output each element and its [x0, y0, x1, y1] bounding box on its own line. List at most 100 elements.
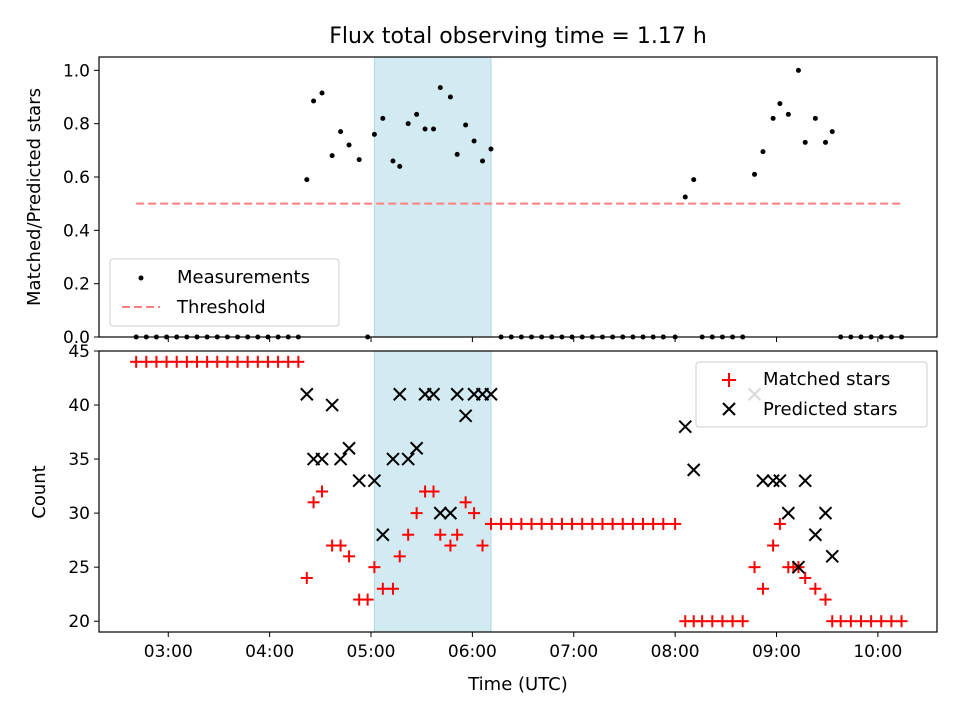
matched-star-point — [292, 355, 305, 368]
measurement-point — [311, 98, 317, 104]
legend-marker-measurements — [138, 275, 144, 281]
predicted-star-point — [443, 506, 458, 520]
matched-star-point — [616, 517, 629, 530]
x-tick: 08:00 — [651, 632, 700, 662]
measurement-point — [682, 194, 688, 200]
predicted-star-point — [458, 409, 473, 423]
measurement-point — [319, 90, 325, 96]
matched-star-point — [201, 355, 214, 368]
measurement-point — [338, 129, 344, 135]
y-tick-label: 0.2 — [63, 275, 90, 295]
y-tick: 35 — [68, 450, 99, 470]
x-tick-label: 08:00 — [651, 642, 700, 662]
predicted-star-point — [386, 452, 400, 466]
matched-star-point — [736, 615, 749, 628]
y-tick: 1.0 — [63, 61, 99, 81]
legend-marker-matched — [722, 373, 736, 387]
legend-label-threshold: Threshold — [176, 297, 266, 318]
matched-star-point — [261, 355, 274, 368]
matched-star-point — [376, 582, 389, 595]
matched-star-point — [241, 355, 254, 368]
matched-star-point — [885, 615, 898, 628]
predicted-star-point — [773, 473, 787, 488]
x-tick-label: 09:00 — [752, 642, 801, 662]
matched-star-point — [190, 355, 203, 368]
measurement-point — [829, 129, 835, 135]
matched-star-point — [834, 615, 847, 628]
matched-star-point — [231, 355, 244, 368]
measurement-point — [770, 115, 776, 121]
y-tick: 0.8 — [63, 115, 99, 135]
predicted-star-point — [808, 528, 823, 542]
y-tick: 0.4 — [63, 221, 99, 241]
y-tick: 0.0 — [63, 328, 99, 348]
matched-star-point — [669, 517, 682, 530]
measurement-point — [812, 115, 818, 121]
matched-star-point — [150, 355, 163, 368]
matched-star-point — [211, 355, 224, 368]
matched-star-point — [726, 615, 739, 628]
predicted-star-point — [791, 560, 806, 574]
matched-star-point — [626, 517, 639, 530]
measurement-point — [447, 94, 453, 100]
x-tick: 10:00 — [853, 632, 902, 662]
y-tick: 0.2 — [63, 275, 99, 295]
x-tick: 07:00 — [549, 632, 598, 662]
matched-star-point — [809, 582, 822, 595]
matched-star-point — [368, 561, 381, 574]
measurement-point — [356, 157, 362, 163]
measurement-point — [397, 163, 403, 169]
bottom-y-ticks: 20 25 30 35 40 45 — [68, 342, 99, 632]
measurement-point — [390, 158, 396, 164]
y-tick-label: 0.6 — [63, 168, 90, 188]
measurement-point — [752, 171, 758, 177]
y-tick-label: 45 — [68, 342, 90, 362]
predicted-star-point — [376, 528, 390, 542]
predicted-star-point — [484, 387, 498, 401]
matched-star-point — [221, 355, 234, 368]
matched-star-point — [402, 528, 415, 541]
legend-marker-predicted — [722, 402, 736, 416]
x-tick: 04:00 — [245, 632, 294, 662]
predicted-star-point — [352, 473, 366, 488]
predicted-star-point — [798, 473, 812, 488]
matched-star-point — [865, 615, 878, 628]
matched-star-point — [819, 593, 832, 606]
matched-star-point — [459, 496, 472, 509]
matched-star-point — [386, 582, 399, 595]
measurement-point — [380, 115, 386, 121]
predicted-star-point — [325, 398, 339, 412]
matched-star-point — [647, 517, 660, 530]
bottom-panel: 20 25 30 35 40 45 03:00 04:00 05:00 06:00 07:00 08… — [29, 342, 938, 695]
measurement-point — [405, 121, 411, 127]
matched-star-point — [596, 517, 609, 530]
predicted-star-point — [825, 549, 839, 564]
y-tick-label: 30 — [68, 504, 90, 524]
matched-star-point — [555, 517, 568, 530]
matched-star-point — [170, 355, 183, 368]
matched-star-point — [476, 539, 489, 552]
measurement-point — [346, 142, 352, 148]
bottom-axes-frame — [98, 350, 938, 633]
y-tick: 25 — [68, 558, 99, 578]
measurement-point — [822, 139, 828, 145]
predicted-star-point — [393, 387, 407, 401]
matched-star-point — [716, 615, 729, 628]
matched-star-point — [410, 507, 423, 520]
top-panel: 0.0 0.2 0.4 0.6 0.8 1.0 Matched/Predicted sta… — [24, 56, 938, 348]
matched-star-point — [576, 517, 589, 530]
top-axes-frame — [98, 56, 938, 338]
legend-label-matched: Matched stars — [763, 369, 890, 390]
predicted-star-point — [450, 387, 464, 401]
x-tick-label: 05:00 — [347, 642, 396, 662]
measurement-point — [371, 131, 377, 137]
y-tick-label: 35 — [68, 450, 90, 470]
matched-star-point — [451, 528, 464, 541]
predicted-star-point — [678, 419, 692, 434]
matched-star-point — [272, 355, 285, 368]
measurement-point — [422, 126, 428, 132]
measurement-point — [329, 153, 335, 159]
matched-star-point — [393, 550, 406, 563]
matched-star-point — [657, 517, 670, 530]
predicted-star-point — [687, 463, 701, 477]
